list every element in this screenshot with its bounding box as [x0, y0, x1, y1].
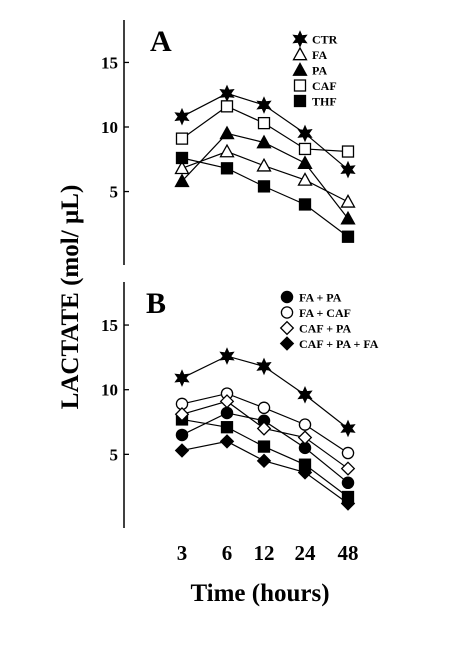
x-tick-label: 6 — [222, 541, 233, 565]
legend-marker-caf-pa-fa — [279, 336, 295, 351]
legend-marker-ctr — [292, 30, 308, 48]
panel-a-point-thf — [257, 180, 271, 193]
panel-a-y-tick-label: 5 — [110, 183, 119, 202]
panel-a-point-caf — [341, 145, 355, 158]
panel-b-point-series-1 — [340, 419, 356, 438]
panel-a-point-ctr — [256, 96, 272, 114]
legend-label-caf: CAF — [312, 79, 337, 93]
legend-label-fa: FA — [312, 48, 327, 62]
panel-b-point-series-1 — [174, 369, 190, 387]
legend-marker-caf — [293, 79, 307, 92]
x-tick-label: 12 — [254, 541, 275, 565]
panel-b-point-series-2 — [257, 440, 271, 453]
panel-a-point-caf — [175, 132, 189, 145]
panel-a-point-pa — [256, 134, 272, 149]
panel-b-point-fa-caf — [298, 418, 312, 431]
legend-marker-caf-pa — [279, 320, 295, 336]
panel-a-point-fa — [219, 143, 235, 158]
legend-label-caf-pa-fa: CAF + PA + FA — [299, 337, 379, 351]
panel-b-point-series-1 — [219, 347, 235, 365]
legend-marker-thf — [293, 94, 307, 108]
panel-b-point-caf-pa — [219, 394, 235, 409]
panel-a-ticks: 5 10 15 — [101, 53, 129, 202]
panel-a-point-caf — [298, 142, 312, 156]
panel-b-y-tick-label: 15 — [101, 316, 118, 335]
panel-b-point-fa-pa — [341, 476, 355, 490]
panel-a-y-tick-label: 10 — [101, 118, 118, 137]
legend-marker-pa — [292, 62, 308, 76]
panel-b-point-series-1 — [256, 357, 272, 376]
legend-marker-fa — [292, 46, 308, 61]
panel-b-point-fa-pa — [175, 428, 189, 442]
panel-b-point-caf-pa-fa — [174, 443, 190, 458]
legend-label-pa: PA — [312, 64, 327, 78]
panel-b-y-tick-label: 10 — [101, 381, 118, 400]
panel-a-point-ctr — [219, 84, 235, 103]
panel-a-point-pa — [174, 173, 190, 188]
panel-b-point-caf-pa — [174, 407, 190, 422]
x-tick-label: 24 — [295, 541, 317, 565]
legend-marker-fa-caf — [280, 306, 294, 319]
legend-label-caf-pa: CAF + PA — [299, 322, 351, 336]
panel-b-point-caf-pa-fa — [297, 465, 313, 480]
panel-a-point-thf — [175, 151, 189, 165]
panel-b-point-caf-pa — [297, 430, 313, 445]
panel-a-point-ctr — [297, 124, 313, 143]
panel-a-point-caf — [257, 116, 271, 130]
panel-b-point-caf-pa-fa — [219, 434, 235, 449]
panel-a-series — [174, 84, 356, 243]
panel-a-point-fa — [297, 172, 313, 186]
panel-a-point-fa — [340, 194, 356, 208]
panel-a-label: A — [150, 25, 172, 58]
panel-b-point-caf-pa-fa — [256, 453, 272, 469]
panel-a-point-pa — [297, 155, 313, 169]
panel-a-point-thf — [220, 162, 234, 175]
panel-a-point-fa — [256, 157, 272, 172]
panel-a-y-tick-label: 15 — [101, 53, 118, 72]
panel-a-point-ctr — [340, 160, 356, 179]
panel-b-label: B — [146, 287, 166, 320]
panel-b-point-caf-pa-fa — [340, 496, 356, 511]
panel-b-point-series-2 — [220, 421, 234, 434]
panel-b-y-tick-label: 5 — [110, 445, 119, 464]
legend-marker-fa-pa — [280, 290, 294, 304]
y-axis-title: LACTATE (mol/ µL) — [57, 185, 84, 410]
panel-a-point-thf — [341, 230, 355, 243]
x-tick-label: 48 — [338, 541, 359, 565]
panel-a-point-pa — [219, 125, 235, 140]
panel-a-point-caf — [220, 100, 234, 113]
panel-a-line-fa — [181, 150, 349, 203]
x-axis-ticks: 3 6 12 24 48 — [177, 541, 359, 565]
x-axis-title: Time (hours) — [190, 580, 329, 607]
panel-b-point-caf-pa — [256, 421, 272, 436]
panel-b-point-fa-pa — [220, 406, 234, 420]
panel-b-point-fa-caf — [341, 446, 355, 460]
x-tick-label: 3 — [177, 541, 188, 565]
panel-a-point-pa — [340, 210, 356, 225]
panel-a-point-ctr — [174, 107, 190, 126]
panel-b-point-fa-caf — [257, 401, 271, 415]
panel-b-series — [174, 347, 356, 511]
panel-b-ticks: 5 10 15 — [101, 316, 129, 464]
legend-label-thf: THF — [312, 95, 337, 109]
panel-b-point-series-1 — [297, 386, 313, 404]
legend-label-fa-caf: FA + CAF — [299, 306, 351, 320]
legend-label-fa-pa: FA + PA — [299, 291, 342, 305]
panel-a-point-thf — [298, 198, 312, 211]
panel-b-point-caf-pa — [340, 461, 356, 476]
legend-label-ctr: CTR — [312, 33, 338, 47]
